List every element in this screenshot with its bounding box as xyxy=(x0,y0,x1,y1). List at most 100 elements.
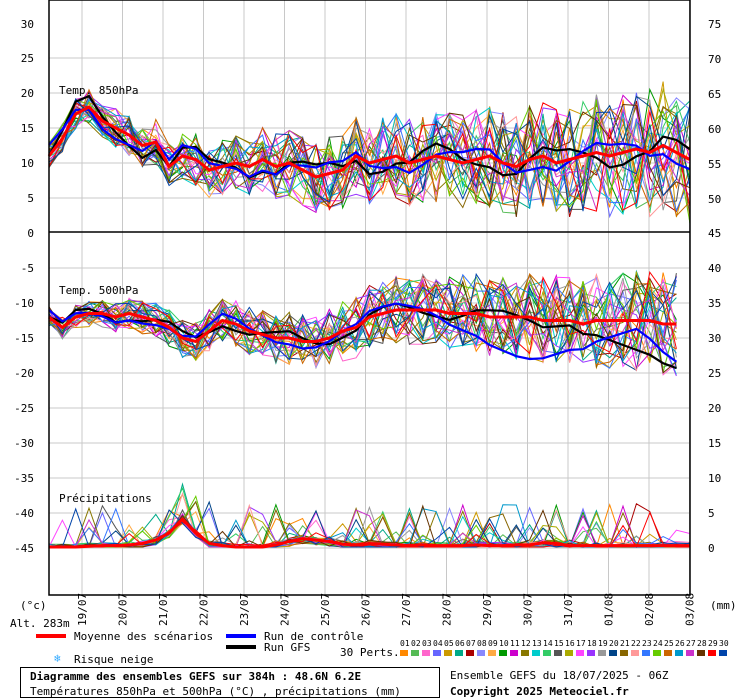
control-500-line xyxy=(48,302,678,363)
member-swatch xyxy=(708,650,716,656)
member-number: 05 xyxy=(444,639,454,648)
member-850-line xyxy=(48,88,691,217)
member-swatch xyxy=(510,650,518,656)
member-number: 20 xyxy=(609,639,619,648)
member-number: 07 xyxy=(466,639,476,648)
member-number: 28 xyxy=(697,639,707,648)
member-number: 19 xyxy=(598,639,608,648)
right-tick: 55 xyxy=(708,158,721,171)
main-lines xyxy=(47,94,691,549)
member-swatch xyxy=(675,650,683,656)
footer-title: Diagramme des ensembles GEFS sur 384h : … xyxy=(30,670,362,683)
member-number: 14 xyxy=(543,639,553,648)
member-swatch xyxy=(631,650,639,656)
member-number: 09 xyxy=(488,639,498,648)
member-850-line xyxy=(48,109,691,212)
right-tick: 30 xyxy=(708,332,721,345)
member-swatch xyxy=(400,650,408,656)
member-swatch xyxy=(488,650,496,656)
member-swatch xyxy=(697,650,705,656)
member-swatch xyxy=(422,650,430,656)
right-tick: 10 xyxy=(708,472,721,485)
member-number: 13 xyxy=(532,639,542,648)
member-swatch xyxy=(499,650,507,656)
member-number: 25 xyxy=(664,639,674,648)
snow-legend-label: Risque neige xyxy=(74,653,154,666)
right-tick: 35 xyxy=(708,297,721,310)
member-number: 08 xyxy=(477,639,487,648)
mean-precip-line xyxy=(49,516,690,549)
member-number: 23 xyxy=(642,639,652,648)
mean-850-line xyxy=(47,105,691,179)
left-tick: 15 xyxy=(21,122,34,135)
member-850-line xyxy=(48,99,691,223)
right-unit: (mm) xyxy=(710,599,737,612)
snowflake-icon: ❄ xyxy=(54,652,61,665)
date-label: 22/07 xyxy=(198,593,211,626)
copyright: Copyright 2025 Meteociel.fr xyxy=(450,685,629,698)
member-500-line xyxy=(48,274,677,374)
member-number: 15 xyxy=(554,639,564,648)
footer-subtitle: Températures 850hPa et 500hPa (°C) , pré… xyxy=(30,685,401,698)
right-tick: 45 xyxy=(708,227,721,240)
member-number: 30 xyxy=(719,639,729,648)
control-legend-line xyxy=(226,634,256,638)
member-850-line xyxy=(48,99,691,209)
left-tick: -30 xyxy=(14,437,34,450)
member-swatch xyxy=(521,650,529,656)
member-number: 01 xyxy=(400,639,410,648)
date-label: 02/08 xyxy=(643,593,656,626)
gfs-850-line xyxy=(48,94,691,179)
left-tick: 10 xyxy=(21,157,34,170)
member-swatch xyxy=(455,650,463,656)
member-number: 21 xyxy=(620,639,630,648)
left-tick: -15 xyxy=(14,332,34,345)
date-label: 29/07 xyxy=(481,593,494,626)
right-tick: 25 xyxy=(708,367,721,380)
right-tick: 50 xyxy=(708,193,721,206)
run-info: Ensemble GEFS du 18/07/2025 - 06Z xyxy=(450,669,669,682)
left-tick: -35 xyxy=(14,472,34,485)
member-swatch xyxy=(653,650,661,656)
left-unit: (°c) xyxy=(20,599,47,612)
member-number: 24 xyxy=(653,639,663,648)
member-swatch xyxy=(466,650,474,656)
member-swatch xyxy=(620,650,628,656)
date-label: 24/07 xyxy=(279,593,292,626)
member-swatch xyxy=(554,650,562,656)
member-swatch xyxy=(642,650,650,656)
member-number: 29 xyxy=(708,639,718,648)
member-500-line xyxy=(48,276,677,368)
date-label: 28/07 xyxy=(441,593,454,626)
date-label: 26/07 xyxy=(360,593,373,626)
member-number: 10 xyxy=(499,639,509,648)
left-tick: -45 xyxy=(14,542,34,555)
left-tick: -40 xyxy=(14,507,34,520)
right-tick: 65 xyxy=(708,88,721,101)
member-number: 18 xyxy=(587,639,597,648)
member-swatch xyxy=(664,650,672,656)
member-swatch xyxy=(686,650,694,656)
left-tick: -10 xyxy=(14,297,34,310)
member-swatch xyxy=(532,650,540,656)
right-tick: 70 xyxy=(708,53,721,66)
member-swatch xyxy=(609,650,617,656)
date-label: 20/07 xyxy=(117,593,130,626)
mean-legend-line xyxy=(36,634,66,638)
member-850-line xyxy=(48,106,690,207)
panel-label-500: Temp. 500hPa xyxy=(59,284,138,297)
left-tick: 0 xyxy=(27,227,34,240)
right-tick: 15 xyxy=(708,437,721,450)
member-swatch xyxy=(444,650,452,656)
date-label: 23/07 xyxy=(238,593,251,626)
right-tick: 60 xyxy=(708,123,721,136)
member-number: 04 xyxy=(433,639,443,648)
footer-box xyxy=(20,667,440,698)
left-tick: -20 xyxy=(14,367,34,380)
right-tick: 40 xyxy=(708,262,721,275)
member-number: 17 xyxy=(576,639,586,648)
member-number: 22 xyxy=(631,639,641,648)
gfs-legend-line xyxy=(226,645,256,649)
axis-ticks: 19/07 20/07 21/07 22/07 23/07 24/07 25/07 26/07… xyxy=(14,18,721,626)
